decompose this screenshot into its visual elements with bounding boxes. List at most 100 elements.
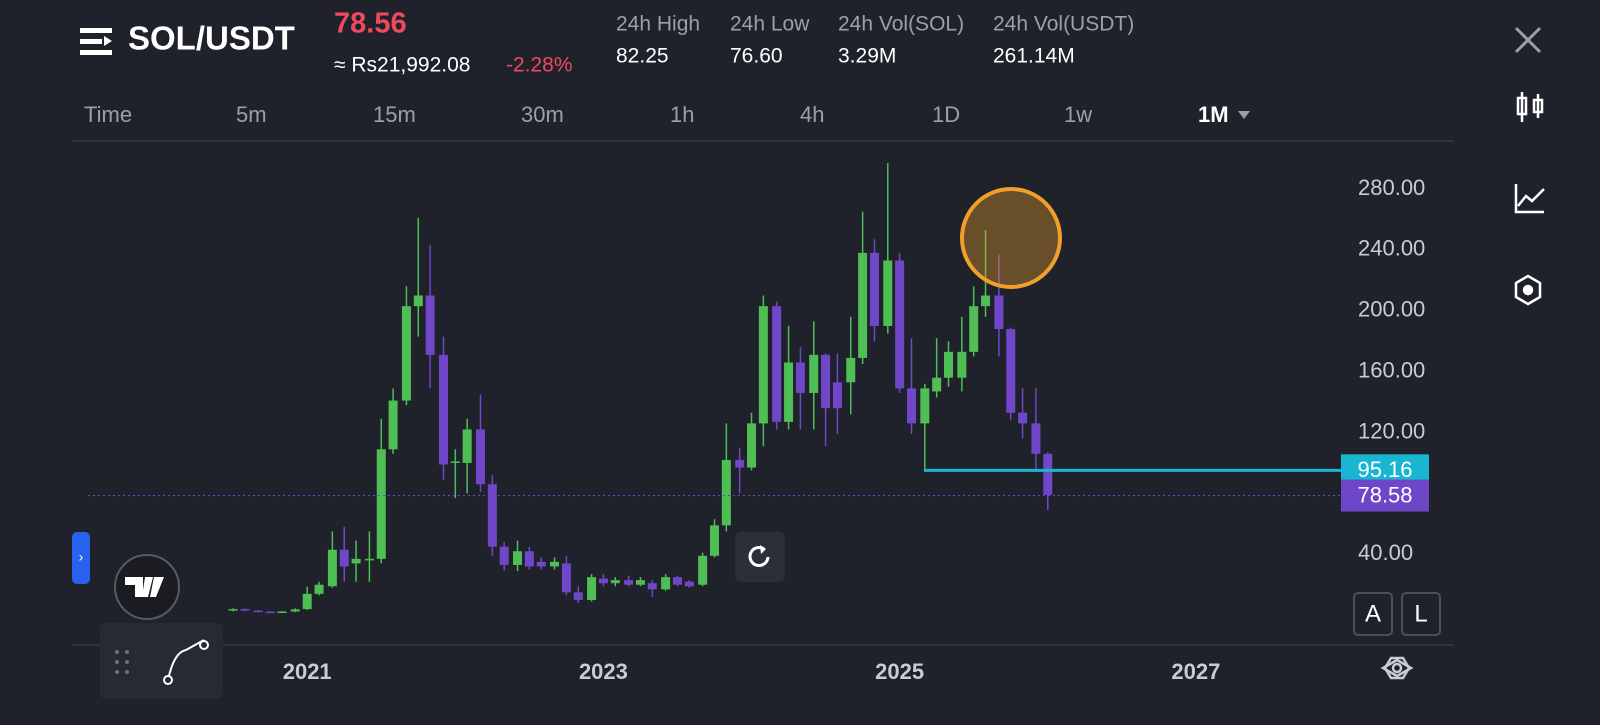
candle-body: [1018, 412, 1028, 424]
candle-body: [327, 549, 337, 587]
candle-body: [364, 558, 374, 561]
y-tick-label: 120.00: [1358, 418, 1425, 443]
candle-body: [858, 252, 868, 358]
price-label-box: [1341, 479, 1429, 512]
x-tick-label: 2025: [875, 659, 924, 684]
y-tick-label: 280.00: [1358, 175, 1425, 200]
timeframe[interactable]: 1w: [1064, 102, 1092, 127]
candle-body: [869, 252, 879, 326]
price-label: 78.58: [1357, 482, 1412, 507]
candle-body: [228, 609, 238, 611]
candle-body: [550, 561, 560, 567]
menu-icon[interactable]: [80, 28, 112, 55]
settings-icon[interactable]: [1514, 274, 1542, 306]
timeframe[interactable]: 5m: [236, 102, 267, 127]
stat-label: 24h Low: [730, 13, 810, 36]
candle-body: [895, 260, 905, 389]
change: -2.28%: [506, 54, 573, 77]
scale-button[interactable]: L: [1414, 600, 1427, 627]
timeframe[interactable]: 1M: [1198, 102, 1229, 127]
y-tick-label: 40.00: [1358, 540, 1413, 565]
candle-body: [832, 382, 842, 409]
price-label: 95.16: [1357, 457, 1412, 482]
candle-body: [302, 593, 312, 610]
candle-body: [573, 592, 583, 600]
stat-value: 82.25: [616, 45, 669, 68]
candle-body: [661, 577, 671, 590]
candle-body: [401, 306, 411, 401]
candle-icon[interactable]: [1516, 92, 1544, 122]
candle-body: [598, 578, 608, 584]
symbol: SOL/USDT: [128, 20, 295, 57]
timeframe-bar: Time 5m 15m 30m 1h 4h 1D 1w 1M: [84, 102, 1229, 127]
dropdown-arrow[interactable]: [1238, 111, 1250, 119]
candle-body: [240, 609, 250, 611]
stat-value: 3.29M: [838, 45, 896, 68]
candle-body: [339, 549, 349, 567]
candle-body: [277, 611, 287, 614]
tv-logo[interactable]: [114, 554, 180, 620]
candle-body: [795, 362, 805, 393]
side-tab[interactable]: [72, 532, 90, 584]
candle-body: [1043, 453, 1053, 495]
candle-body: [981, 295, 991, 307]
candle-body: [513, 551, 523, 565]
candle-body: [784, 362, 794, 422]
candle-body: [376, 449, 386, 559]
candle-body: [487, 484, 497, 547]
candle-body: [698, 555, 708, 585]
timeframe[interactable]: Time: [84, 102, 132, 127]
timeframe[interactable]: 1h: [670, 102, 694, 127]
x-tick-label: 2023: [579, 659, 628, 684]
candle-body: [314, 584, 324, 594]
timeframe[interactable]: 4h: [800, 102, 824, 127]
candle-body: [351, 558, 361, 564]
candle-body: [253, 610, 263, 613]
candle-body: [944, 351, 954, 378]
y-tick-label: 200.00: [1358, 297, 1425, 322]
candle-body: [635, 580, 645, 585]
fiat-price: ≈ Rs21,992.08: [334, 54, 470, 77]
candle-body: [883, 260, 893, 326]
candle-body: [499, 546, 509, 565]
candle-body: [957, 351, 967, 378]
x-tick-label: 2027: [1171, 659, 1220, 684]
candle-body: [388, 400, 398, 450]
candle-body: [710, 525, 719, 556]
candle-body: [265, 611, 275, 614]
draw-tools[interactable]: [100, 623, 223, 699]
timeframe[interactable]: 1D: [932, 102, 960, 127]
scale-button-box[interactable]: [1401, 592, 1441, 636]
highlight-circle: [960, 187, 1062, 289]
reset-button[interactable]: [735, 532, 785, 582]
candle-body: [932, 377, 942, 392]
candle-body: [587, 577, 597, 600]
timeframe[interactable]: 15m: [373, 102, 416, 127]
candle-body: [821, 354, 831, 409]
candle-body: [290, 609, 300, 612]
close-icon[interactable]: [1514, 26, 1542, 54]
candle-body: [475, 429, 485, 485]
candle-body: [846, 357, 856, 383]
stat-label: 24h Vol(USDT): [993, 13, 1134, 36]
plot: 40.00 120.00 160.00 200.00 240.00 280.00 2021 2…: [88, 163, 1429, 684]
candle-body: [561, 563, 571, 593]
candle-body: [647, 583, 657, 590]
scale-button[interactable]: A: [1365, 600, 1381, 627]
scale-button-box[interactable]: [1353, 592, 1393, 636]
candle-body: [524, 551, 534, 567]
scale-settings[interactable]: [1380, 656, 1414, 680]
candle-body: [610, 580, 620, 584]
stat-value: 76.60: [730, 45, 783, 68]
candle-body: [413, 295, 423, 307]
candle-body: [462, 429, 472, 463]
indicator-icon[interactable]: [1514, 184, 1545, 214]
candle-body: [994, 295, 1004, 330]
candle-body: [1006, 329, 1016, 413]
candle-body: [969, 306, 979, 352]
candle-body: [1031, 423, 1041, 454]
timeframe[interactable]: 30m: [521, 102, 564, 127]
